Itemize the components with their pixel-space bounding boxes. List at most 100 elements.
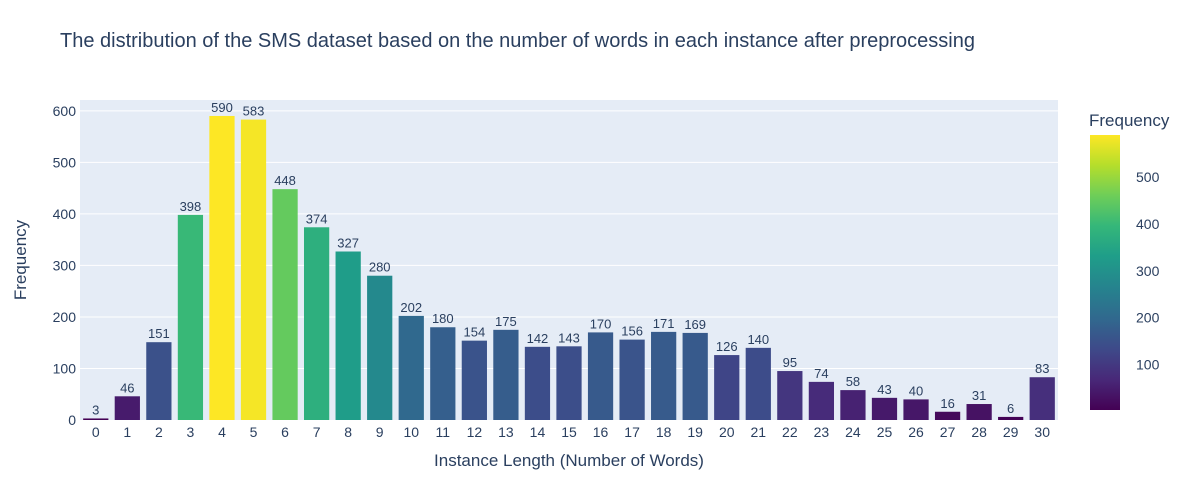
colorbar: Frequency 100 200 300 400 500 [1089,111,1170,410]
y-axis-title: Frequency [11,219,30,300]
bar-value-label: 171 [653,316,675,331]
bar-value-label: 154 [464,325,486,340]
x-tick-label: 15 [561,424,577,440]
bar [398,315,424,420]
x-tick-label: 27 [940,424,956,440]
bar [209,115,235,420]
y-tick-label: 500 [53,154,77,170]
bar [524,346,551,420]
bar-value-label: 16 [940,396,954,411]
bar [777,371,803,420]
bar [966,404,992,420]
bar [83,418,109,420]
y-tick-label: 400 [53,206,77,222]
colorbar-ticks: 100 200 300 400 500 [1136,169,1160,372]
x-tick-label: 14 [530,424,546,440]
bar-value-label: 74 [814,366,828,381]
x-tick-label: 19 [687,424,703,440]
bar [1029,377,1055,420]
bar [430,327,456,420]
bar-value-label: 448 [274,173,296,188]
bar-value-label: 170 [590,316,612,331]
bar-value-label: 140 [747,332,769,347]
x-tick-label: 2 [155,424,163,440]
bar-value-label: 95 [783,355,797,370]
x-tick-label: 10 [403,424,419,440]
bar-value-label: 3 [92,402,99,417]
bar [177,214,204,420]
bar [493,329,519,420]
bar-value-label: 374 [306,211,328,226]
y-tick-label: 0 [68,412,76,428]
bar-value-label: 202 [400,300,422,315]
data-labels: 3 46 151 398 590 583 448 374 327 280 202 180 154 175 1… [92,100,1049,417]
x-tick-label: 6 [281,424,289,440]
bar [998,416,1024,420]
x-tick-label: 12 [467,424,483,440]
x-tick-label: 26 [908,424,924,440]
bar-value-label: 327 [337,235,359,250]
bar [240,119,267,420]
y-tick-label: 600 [53,103,77,119]
x-tick-label: 5 [250,424,258,440]
bar [619,339,645,420]
colorbar-tick-label: 200 [1136,310,1160,326]
bar-value-label: 280 [369,260,391,275]
colorbar-tick-label: 100 [1136,357,1160,373]
chart-title: The distribution of the SMS dataset base… [60,30,975,52]
bar-value-label: 83 [1035,361,1049,376]
bar-value-label: 583 [243,104,265,119]
bar-value-label: 142 [527,331,549,346]
y-tick-label: 300 [53,257,77,273]
x-tick-label: 22 [782,424,798,440]
bar-value-label: 126 [716,339,738,354]
x-tick-label: 3 [187,424,195,440]
bar-value-label: 46 [120,380,134,395]
x-tick-label: 20 [719,424,735,440]
colorbar-title: Frequency [1089,111,1170,130]
bar-value-label: 590 [211,100,233,115]
x-tick-label: 4 [218,424,226,440]
x-tick-label: 24 [845,424,861,440]
bar-value-label: 143 [558,330,580,345]
bar-value-label: 169 [684,317,706,332]
colorbar-tick-label: 500 [1136,169,1160,185]
bar-value-label: 398 [180,199,202,214]
bar [651,331,677,420]
bar [114,396,140,420]
x-tick-label: 18 [656,424,672,440]
x-tick-label: 1 [123,424,131,440]
bar [303,227,330,420]
bar-value-label: 40 [909,383,923,398]
bar [461,340,487,420]
y-tick-label: 200 [53,309,77,325]
bar [587,332,614,420]
bar [871,397,898,420]
x-tick-label: 0 [92,424,100,440]
x-tick-label: 11 [436,424,451,440]
y-tick-label: 100 [53,360,77,376]
bar [934,411,961,420]
bar [146,342,172,420]
x-tick-label: 13 [498,424,514,440]
bar [556,346,582,420]
bar [840,390,866,420]
x-tick-label: 8 [344,424,352,440]
x-tick-label: 23 [814,424,830,440]
bar [808,381,835,420]
bar-value-label: 180 [432,311,454,326]
x-tick-label: 16 [593,424,609,440]
bar [335,251,361,420]
bar [682,332,708,420]
x-tick-label: 7 [313,424,321,440]
x-tick-label: 29 [1003,424,1019,440]
bar-value-label: 6 [1007,401,1014,416]
colorbar-tick-label: 400 [1136,216,1160,232]
x-tick-label: 25 [877,424,893,440]
bar-value-label: 31 [972,388,986,403]
bar [714,355,740,420]
bar [367,275,393,420]
bar-value-label: 58 [846,374,860,389]
bar-value-label: 43 [877,382,891,397]
x-axis-ticks: 0 1 2 3 4 5 6 7 8 9 10 11 12 13 14 15 16 17 18 19 20 21 22 23 24… [92,424,1050,440]
